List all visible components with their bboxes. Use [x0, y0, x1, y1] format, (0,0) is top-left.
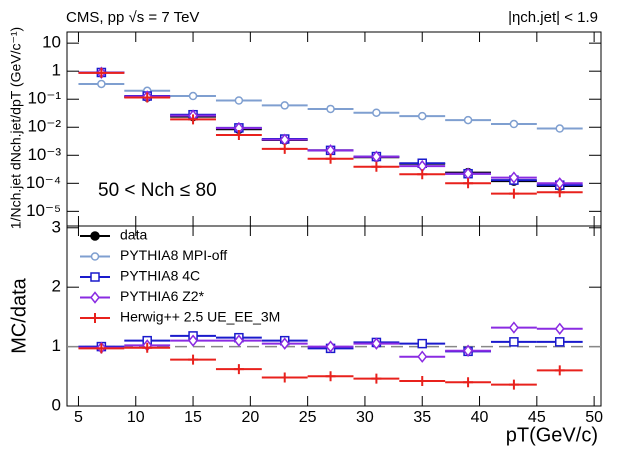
- marker: [280, 101, 289, 110]
- marker: [463, 178, 474, 189]
- marker: [371, 337, 382, 350]
- marker: [325, 153, 336, 164]
- legend-label: PYTHIA6 Z2*: [120, 288, 205, 304]
- x-tick-label: 5: [74, 409, 83, 426]
- plot-frame: [66, 225, 602, 407]
- x-tick-label: 15: [184, 409, 202, 426]
- marker: [188, 114, 199, 125]
- legend-label: Herwig++ 2.5 UE_EE_3M: [120, 309, 280, 325]
- marker: [96, 67, 107, 78]
- marker: [188, 334, 199, 347]
- x-tick-label: 20: [241, 409, 259, 426]
- marker: [188, 354, 199, 365]
- y-axis-label: MC/data: [8, 277, 30, 353]
- marker: [233, 334, 244, 347]
- marker: [508, 188, 519, 199]
- marker: [463, 377, 474, 388]
- marker: [371, 161, 382, 172]
- marker: [325, 340, 336, 353]
- annotation: 50 < Nch ≤ 80: [98, 180, 217, 201]
- legend-label: data: [120, 227, 147, 243]
- marker: [279, 372, 290, 383]
- marker: [508, 321, 519, 334]
- x-tick-label: 25: [299, 409, 317, 426]
- x-tick-label: 35: [413, 409, 431, 426]
- marker: [90, 272, 100, 282]
- x-tick-label: 40: [471, 409, 489, 426]
- marker: [508, 379, 519, 390]
- x-tick-label: 10: [127, 409, 145, 426]
- y-tick-label: 10⁻⁵: [26, 201, 61, 220]
- marker: [97, 79, 106, 89]
- marker: [142, 92, 153, 103]
- marker: [463, 115, 473, 125]
- y-tick-label: 10⁻²: [27, 117, 61, 136]
- marker: [417, 111, 427, 121]
- marker: [508, 171, 519, 184]
- legend-label: PYTHIA8 4C: [120, 268, 200, 284]
- y-tick-label: 1: [52, 61, 61, 80]
- marker: [417, 376, 428, 387]
- marker: [371, 373, 382, 384]
- marker: [554, 187, 565, 198]
- y-tick-label: 10⁻¹: [27, 89, 61, 108]
- y-tick-label: 10⁻³: [27, 145, 61, 164]
- marker: [554, 365, 565, 376]
- y-tick-label: 10⁻⁴: [26, 173, 61, 192]
- marker: [142, 342, 153, 353]
- marker: [509, 337, 519, 347]
- marker: [417, 338, 427, 349]
- chart-subtitle: |ηch.jet| < 1.9: [508, 9, 598, 26]
- marker: [90, 313, 100, 323]
- marker: [463, 344, 474, 357]
- marker: [96, 343, 107, 354]
- marker: [234, 96, 244, 105]
- x-axis-label: pT(GeV/c): [506, 424, 598, 446]
- legend-label: PYTHIA8 MPI-off: [120, 247, 227, 263]
- marker: [554, 337, 565, 347]
- y-tick-label: 2: [52, 277, 61, 296]
- y-tick-label: 0: [52, 395, 61, 414]
- x-tick-label: 30: [356, 409, 374, 426]
- marker: [555, 124, 564, 133]
- y-axis-label: 1/Nch.jet dNch.jet/dpT (GeV/c⁻¹): [8, 27, 24, 229]
- marker: [371, 150, 382, 163]
- y-tick-label: 10: [42, 33, 61, 52]
- marker: [417, 169, 428, 180]
- marker: [90, 252, 100, 261]
- marker: [233, 364, 244, 375]
- y-tick-label: 3: [52, 217, 61, 236]
- x-tick-label: 50: [585, 409, 603, 426]
- marker: [372, 108, 381, 117]
- marker: [554, 322, 565, 335]
- marker: [417, 350, 428, 363]
- marker: [188, 91, 198, 101]
- marker: [325, 371, 336, 382]
- marker: [509, 119, 519, 129]
- marker: [279, 143, 290, 154]
- chart-title: CMS, pp √s = 7 TeV: [66, 9, 199, 26]
- y-tick-label: 1: [52, 336, 61, 355]
- marker: [279, 337, 290, 350]
- marker: [326, 104, 335, 114]
- marker: [90, 231, 100, 241]
- marker: [233, 129, 244, 140]
- marker: [90, 291, 100, 304]
- x-tick-label: 45: [528, 409, 546, 426]
